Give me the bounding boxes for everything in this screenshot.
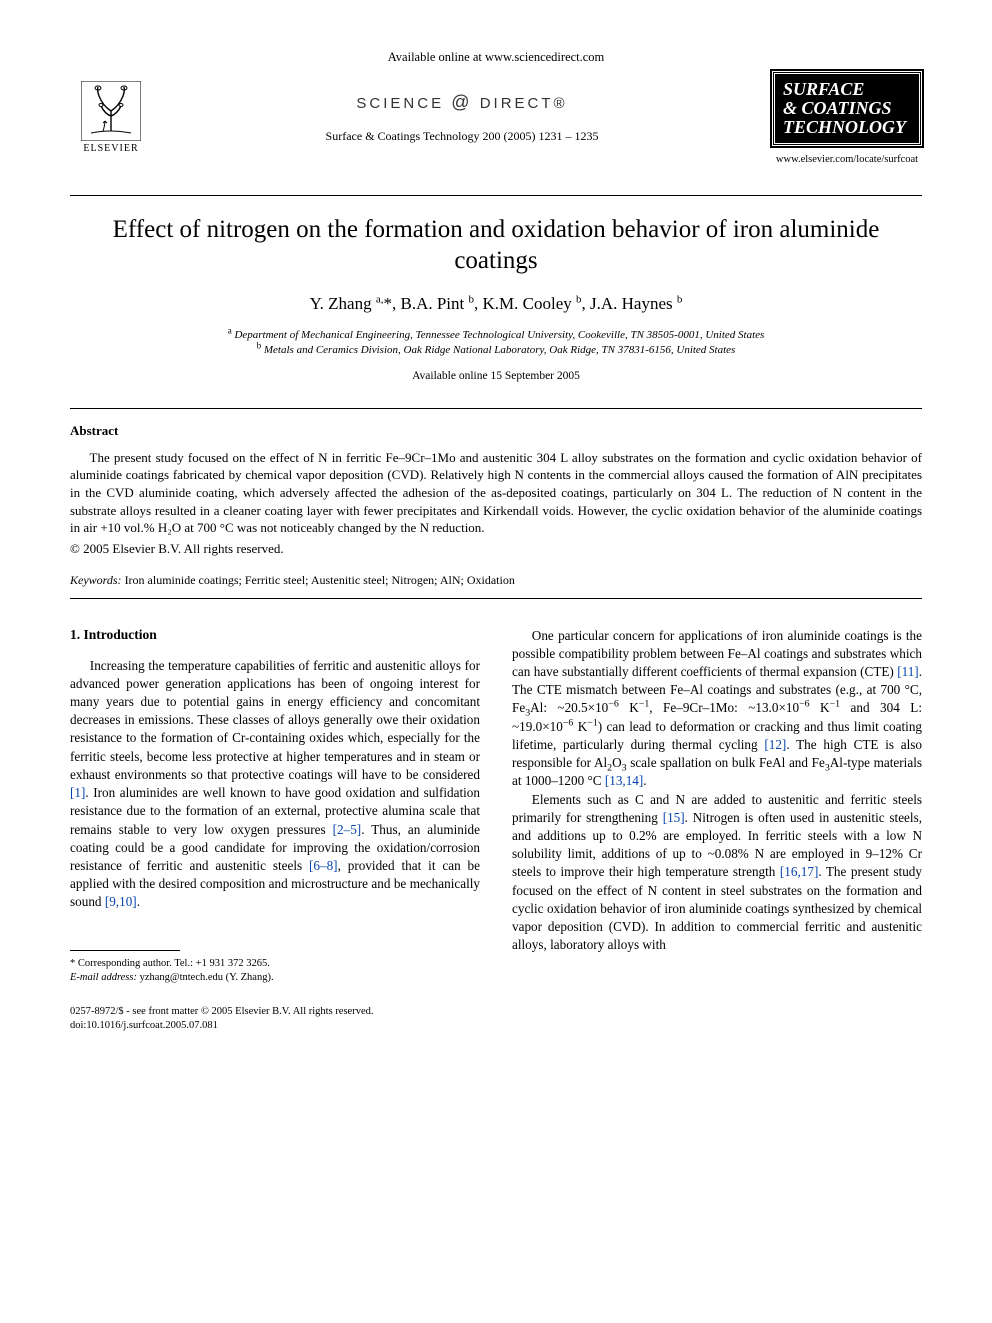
journal-logo: SURFACE & COATINGS TECHNOLOGY www.elsevi… xyxy=(772,71,922,165)
column-left: 1. Introduction Increasing the temperatu… xyxy=(70,627,480,985)
elsevier-logo: ELSEVIER xyxy=(70,81,152,154)
sd-swirl-icon: @ xyxy=(451,92,472,112)
citation-link[interactable]: [6–8] xyxy=(309,858,338,873)
elsevier-tree-icon xyxy=(81,81,141,141)
footer-line-1: 0257-8972/$ - see front matter © 2005 El… xyxy=(70,1005,922,1019)
citation-link[interactable]: [2–5] xyxy=(333,822,362,837)
journal-reference: Surface & Coatings Technology 200 (2005)… xyxy=(152,129,772,144)
elsevier-wordmark: ELSEVIER xyxy=(70,143,152,154)
keywords: Keywords: Iron aluminide coatings; Ferri… xyxy=(70,573,922,588)
journal-url: www.elsevier.com/locate/surfcoat xyxy=(772,154,922,165)
header-rule xyxy=(70,195,922,196)
authors: Y. Zhang a,*, B.A. Pint b, K.M. Cooley b… xyxy=(70,294,922,314)
page-footer: 0257-8972/$ - see front matter © 2005 El… xyxy=(70,1005,922,1033)
email-value: yzhang@tntech.edu (Y. Zhang). xyxy=(137,972,274,983)
sd-left: SCIENCE xyxy=(356,95,444,112)
abstract-heading: Abstract xyxy=(70,423,922,439)
email-label: E-mail address: xyxy=(70,972,137,983)
intro-paragraph-1: Increasing the temperature capabilities … xyxy=(70,657,480,912)
column-right: One particular concern for applications … xyxy=(512,627,922,985)
corresponding-author-footnote: * Corresponding author. Tel.: +1 931 372… xyxy=(70,957,480,985)
intro-paragraph-2: One particular concern for applications … xyxy=(512,627,922,791)
body-columns: 1. Introduction Increasing the temperatu… xyxy=(70,627,922,985)
footnote-rule xyxy=(70,950,180,951)
intro-paragraph-3: Elements such as C and N are added to au… xyxy=(512,791,922,955)
header-center: SCIENCE @ DIRECT® Surface & Coatings Tec… xyxy=(152,92,772,144)
journal-title-box: SURFACE & COATINGS TECHNOLOGY xyxy=(772,71,922,146)
citation-link[interactable]: [12] xyxy=(764,737,786,752)
section-1-heading: 1. Introduction xyxy=(70,627,480,643)
journal-logo-line-1: SURFACE xyxy=(783,80,911,99)
sd-right: DIRECT® xyxy=(480,95,568,112)
citation-link[interactable]: [11] xyxy=(897,664,918,679)
keywords-label: Keywords: xyxy=(70,573,122,587)
footer-line-2: doi:10.1016/j.surfcoat.2005.07.081 xyxy=(70,1019,922,1033)
available-online-top: Available online at www.sciencedirect.co… xyxy=(70,50,922,65)
affiliation-a: a Department of Mechanical Engineering, … xyxy=(70,328,922,343)
abstract-top-rule xyxy=(70,408,922,409)
abstract-body: The present study focused on the effect … xyxy=(70,449,922,537)
citation-link[interactable]: [15] xyxy=(663,810,685,825)
affiliation-b: b Metals and Ceramics Division, Oak Ridg… xyxy=(70,343,922,358)
available-online-date: Available online 15 September 2005 xyxy=(70,370,922,382)
abstract-copyright: © 2005 Elsevier B.V. All rights reserved… xyxy=(70,541,922,557)
citation-link[interactable]: [13,14] xyxy=(605,773,643,788)
citation-link[interactable]: [16,17] xyxy=(780,864,818,879)
abstract-bottom-rule xyxy=(70,598,922,599)
header-row: ELSEVIER SCIENCE @ DIRECT® Surface & Coa… xyxy=(70,71,922,165)
sciencedirect-logo: SCIENCE @ DIRECT® xyxy=(152,92,772,113)
corr-email-line: E-mail address: yzhang@tntech.edu (Y. Zh… xyxy=(70,971,480,985)
keywords-text: Iron aluminide coatings; Ferritic steel;… xyxy=(122,573,515,587)
citation-link[interactable]: [1] xyxy=(70,785,85,800)
citation-link[interactable]: [9,10] xyxy=(105,894,137,909)
journal-logo-line-2: & COATINGS xyxy=(783,99,911,118)
affiliations: a Department of Mechanical Engineering, … xyxy=(70,328,922,358)
article-title: Effect of nitrogen on the formation and … xyxy=(70,214,922,277)
corr-author-line: * Corresponding author. Tel.: +1 931 372… xyxy=(70,957,480,971)
journal-logo-line-3: TECHNOLOGY xyxy=(783,118,911,137)
